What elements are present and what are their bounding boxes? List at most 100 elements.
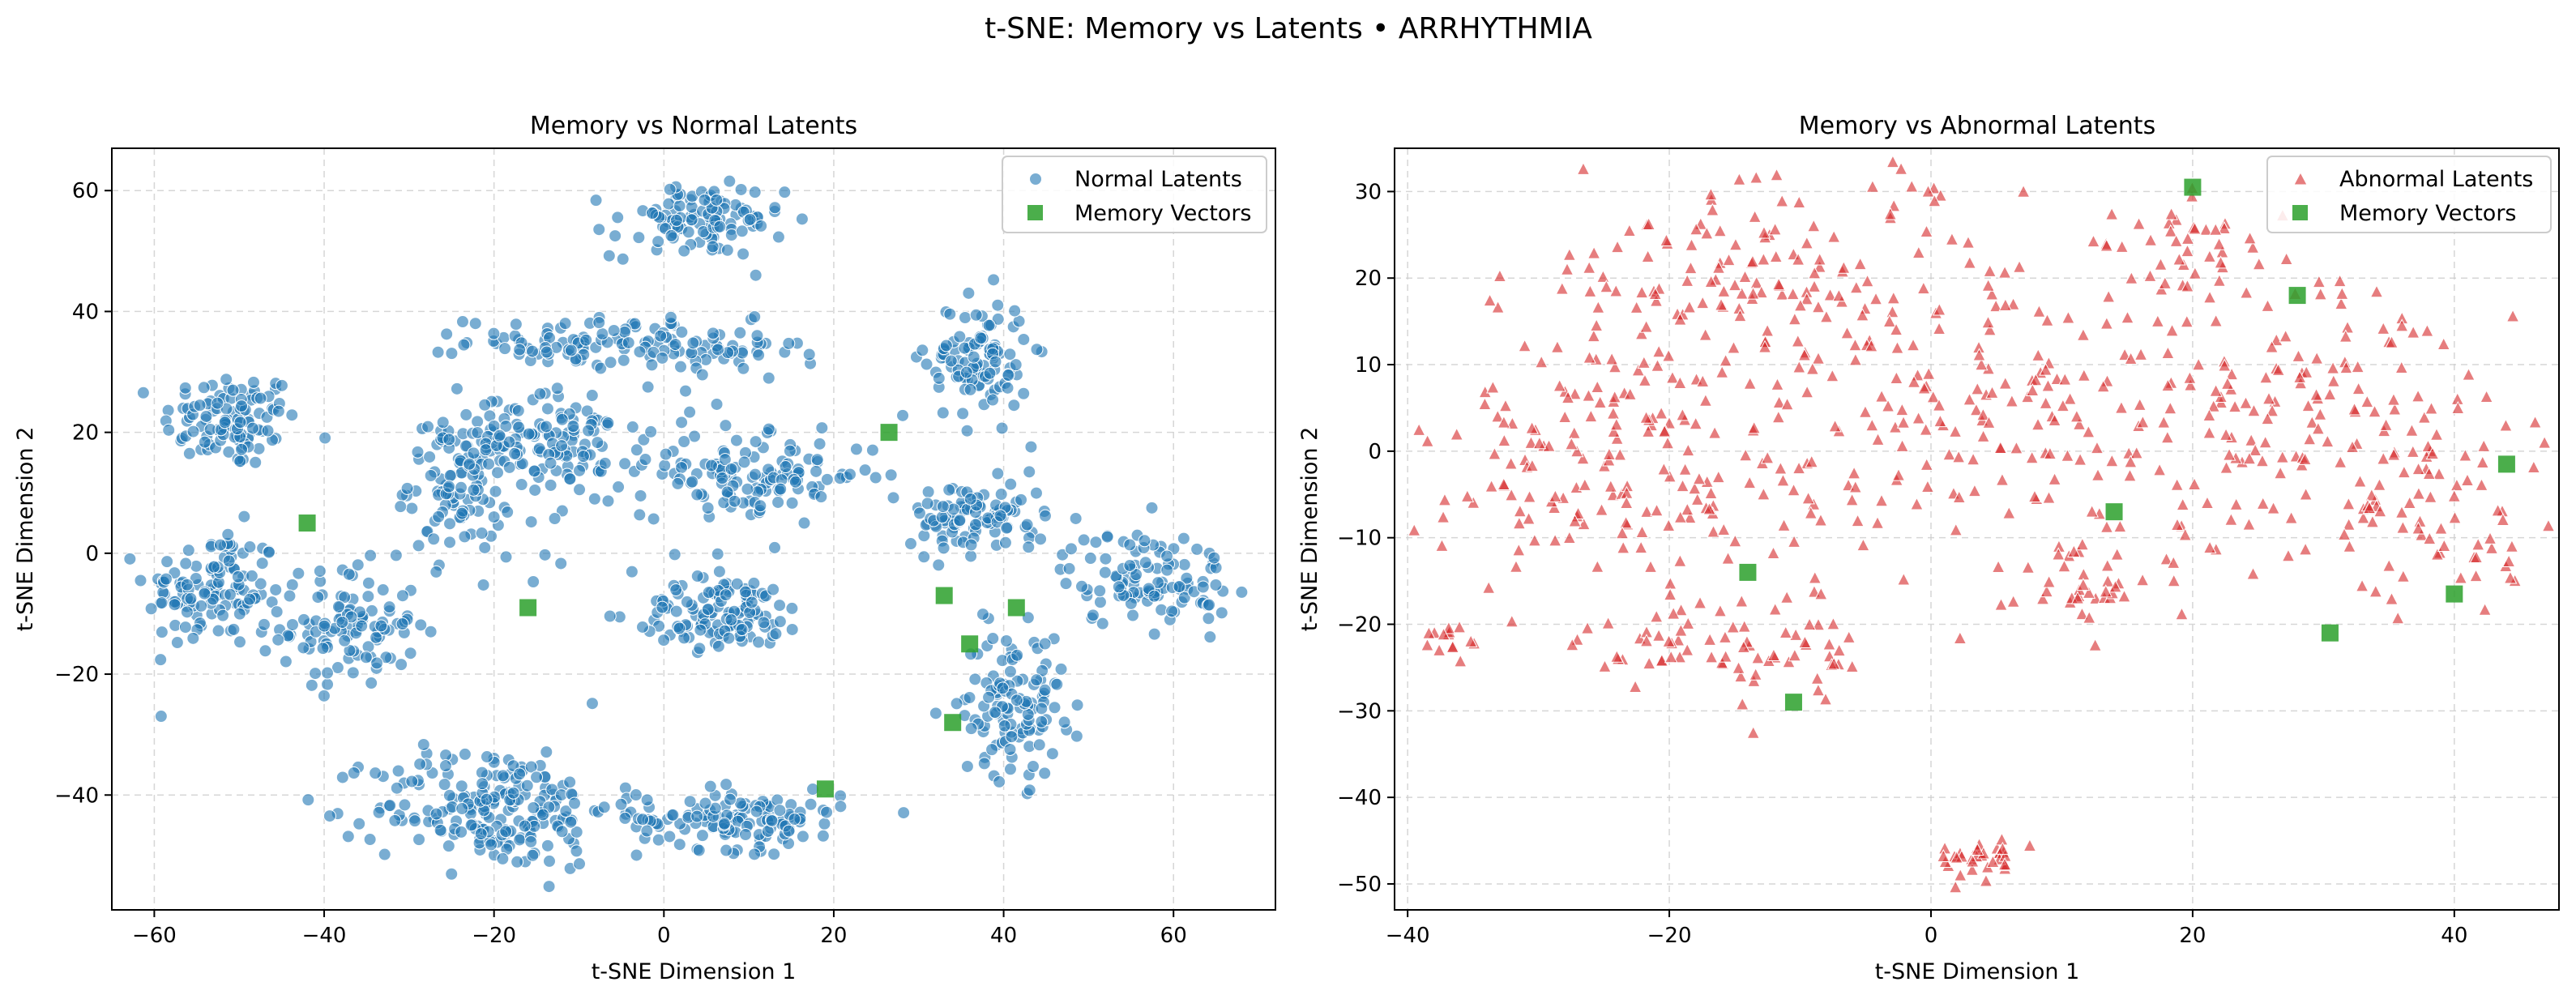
abnormal-latent-point: [1568, 386, 1582, 400]
abnormal-latent-point: [1582, 388, 1596, 402]
normal-latent-point: [564, 815, 578, 829]
abnormal-latent-point: [1598, 659, 1612, 672]
abnormal-latent-point: [2368, 404, 2382, 418]
normal-latent-point: [359, 651, 373, 664]
normal-latent-point: [1004, 477, 1018, 491]
abnormal-latent-point: [1969, 403, 1984, 416]
abnormal-latent-point: [1683, 510, 1697, 524]
normal-latent-point: [596, 327, 609, 341]
abnormal-latent-point: [1865, 179, 1880, 193]
normal-latent-point: [372, 805, 386, 819]
legend-marker-abnormal: [2293, 171, 2308, 186]
abnormal-latent-point: [1518, 339, 1532, 352]
abnormal-latent-point: [1970, 382, 1984, 395]
abnormal-latent-point: [1655, 653, 1669, 667]
abnormal-latent-point: [1769, 249, 1784, 263]
normal-latent-point: [750, 329, 764, 343]
abnormal-latent-point: [1673, 510, 1688, 523]
abnormal-latent-point: [2454, 570, 2468, 584]
normal-latent-point: [734, 182, 748, 196]
normal-latent-point: [964, 722, 978, 736]
abnormal-latent-point: [1707, 524, 1720, 538]
abnormal-latent-point: [1886, 291, 1901, 305]
abnormal-latent-point: [2063, 391, 2077, 405]
abnormal-latent-point: [2117, 589, 2131, 603]
normal-latent-point: [1007, 399, 1021, 412]
abnormal-latent-point: [1986, 854, 2000, 868]
abnormal-latent-point: [1994, 597, 2008, 611]
panel-title: Memory vs Abnormal Latents: [1799, 112, 2155, 140]
normal-latent-point: [724, 613, 738, 627]
abnormal-latent-point: [2220, 376, 2235, 390]
abnormal-latent-point: [2123, 455, 2138, 468]
normal-latent-point: [1173, 580, 1186, 594]
x-tick-label: −40: [302, 924, 347, 948]
abnormal-latent-point: [2450, 478, 2464, 492]
normal-latent-point: [412, 833, 426, 847]
abnormal-latent-point: [2339, 360, 2353, 374]
abnormal-latent-point: [1811, 683, 1826, 697]
legend-label-memory: Memory Vectors: [2339, 201, 2517, 226]
abnormal-latent-point: [2284, 510, 2298, 524]
axes-frame: [111, 147, 1276, 911]
abnormal-latent-point: [1721, 551, 1735, 565]
y-tick-label: −40: [54, 783, 99, 808]
abnormal-latent-point: [2385, 335, 2399, 348]
normal-latent-point: [1089, 536, 1103, 549]
abnormal-latent-point: [2070, 591, 2085, 604]
normal-latent-point: [675, 416, 689, 429]
abnormal-latent-point: [2394, 360, 2409, 374]
normal-latent-point: [1145, 501, 1159, 514]
abnormal-latent-point: [2390, 611, 2405, 625]
abnormal-latent-point: [1732, 660, 1745, 674]
normal-latent-point: [634, 489, 647, 502]
abnormal-latent-point: [1715, 365, 1729, 378]
abnormal-latent-point: [2104, 207, 2119, 220]
normal-latent-point: [438, 778, 451, 792]
normal-latent-point: [788, 812, 801, 826]
normal-latent-point: [335, 771, 349, 784]
normal-latent-point: [636, 813, 650, 826]
normal-latent-point: [564, 344, 578, 357]
normal-latent-point: [735, 623, 749, 637]
abnormal-latent-point: [1771, 377, 1784, 391]
y-tick-label: 0: [1368, 440, 1382, 464]
normal-latent-point: [478, 540, 492, 554]
abnormal-latent-point: [2117, 348, 2132, 361]
abnormal-latent-point: [2185, 189, 2199, 203]
abnormal-latent-point: [2096, 379, 2110, 393]
abnormal-latent-point: [1800, 292, 1814, 305]
normal-latent-point: [405, 502, 419, 515]
abnormal-latent-point: [1527, 533, 1542, 547]
abnormal-latent-point: [1695, 374, 1710, 387]
abnormal-latent-point: [2261, 412, 2275, 425]
normal-latent-point: [939, 339, 953, 352]
normal-latent-point: [197, 381, 211, 395]
normal-latent-point: [532, 442, 546, 455]
memory-vector-point: [2321, 624, 2339, 642]
normal-latent-point: [226, 383, 240, 397]
normal-latent-point: [1130, 568, 1143, 582]
normal-latent-point: [963, 690, 976, 704]
normal-latent-point: [223, 587, 237, 601]
normal-latent-point: [160, 555, 174, 569]
abnormal-latent-point: [2385, 591, 2399, 605]
normal-latent-point: [768, 201, 782, 215]
abnormal-latent-point: [1845, 493, 1859, 506]
normal-latent-point: [993, 509, 1007, 523]
abnormal-latent-point: [2333, 455, 2347, 468]
legend-marker-memory: [2292, 205, 2308, 220]
abnormal-latent-point: [2258, 435, 2272, 449]
abnormal-latent-point: [1639, 319, 1653, 333]
abnormal-latent-point: [1886, 305, 1899, 318]
normal-latent-point: [706, 327, 720, 340]
abnormal-latent-point: [1735, 697, 1749, 711]
abnormal-latent-point: [1657, 462, 1671, 476]
normal-latent-point: [818, 817, 831, 830]
memory-vector-point: [935, 587, 953, 604]
abnormal-latent-point: [2082, 585, 2096, 599]
abnormal-latent-point: [1680, 273, 1694, 287]
abnormal-latent-point: [1663, 469, 1677, 483]
abnormal-latent-point: [1738, 269, 1752, 284]
abnormal-latent-point: [2541, 519, 2556, 532]
